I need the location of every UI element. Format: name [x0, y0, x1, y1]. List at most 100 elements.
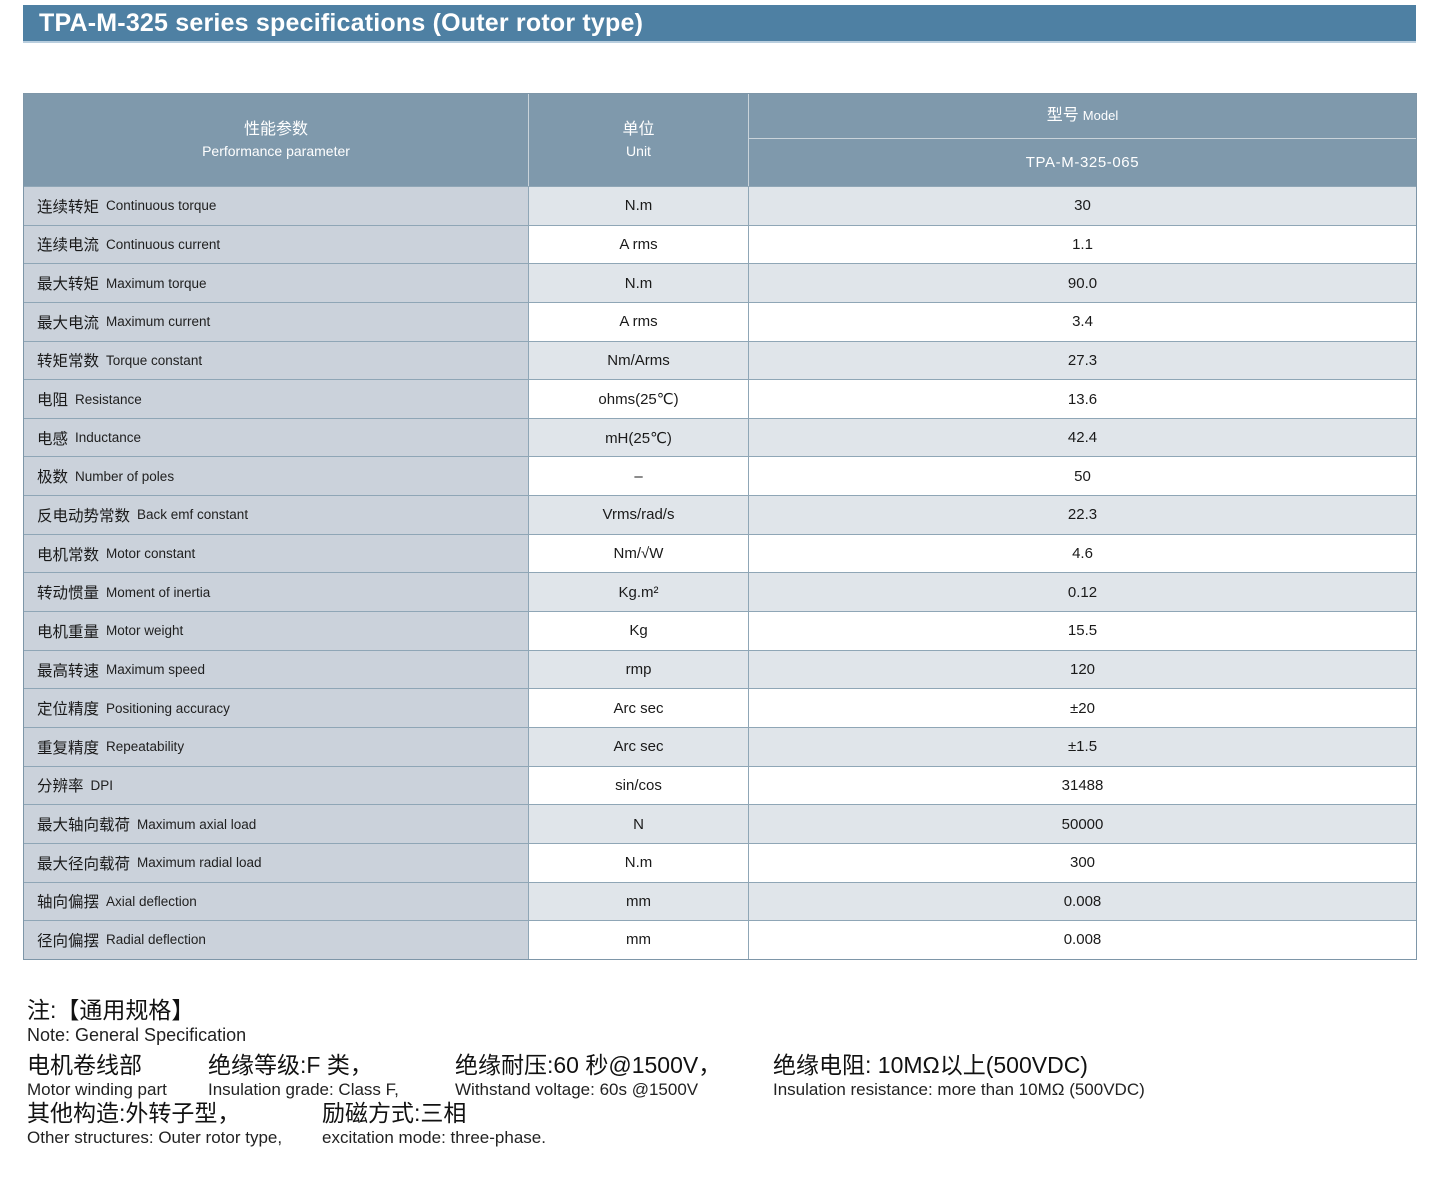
table-row: 径向偏摆 Radial deflection mm 0.008 [24, 920, 1416, 959]
spec-table-body: 连续转矩 Continuous torque N.m 30 连续电流 Conti… [24, 186, 1416, 959]
note-heading-en: Note: General Specification [27, 1025, 247, 1046]
table-row: 极数 Number of poles – 50 [24, 456, 1416, 496]
row-label-en: Motor constant [106, 546, 196, 562]
row-label-cn: 极数 [37, 469, 69, 487]
row-label-en: Maximum axial load [137, 816, 257, 832]
header-model-label: 型号 Model [749, 94, 1416, 139]
note-heading-cn: 注:【通用规格】 [27, 997, 195, 1023]
note-cn: 其他构造:外转子型， [27, 1100, 241, 1126]
row-value-cell: 3.4 [749, 302, 1416, 341]
row-unit-cell: A rms [529, 302, 749, 341]
row-parameter-cell: 轴向偏摆 Axial deflection [24, 882, 529, 921]
row-value-cell: 13.6 [749, 380, 1416, 418]
row-parameter-cell: 转动惯量 Moment of inertia [24, 573, 529, 612]
row-value-cell: ±20 [749, 689, 1416, 727]
row-value-cell: ±1.5 [749, 727, 1416, 766]
row-label-en: DPI [90, 777, 114, 793]
header-unit-cn: 单位 [622, 121, 655, 139]
row-parameter-cell: 电机常数 Motor constant [24, 534, 529, 573]
row-value-cell: 42.4 [749, 418, 1416, 457]
row-label-en: Resistance [75, 391, 142, 407]
header-performance-parameter: 性能参数 Performance parameter [24, 94, 529, 186]
row-parameter-cell: 极数 Number of poles [24, 457, 529, 496]
note-motor-winding: 电机卷线部 Motor winding part [27, 1052, 167, 1101]
row-label-cn: 电机常数 [37, 546, 100, 564]
note-cn: 励磁方式:三相 [322, 1100, 467, 1126]
note-excitation-mode: 励磁方式:三相 excitation mode: three-phase. [322, 1100, 546, 1149]
row-value-cell: 0.008 [749, 882, 1416, 921]
row-unit-cell: Kg [529, 612, 749, 650]
row-label-cn: 电阻 [37, 392, 69, 410]
row-parameter-cell: 最大电流 Maximum current [24, 302, 529, 341]
row-value-cell: 15.5 [749, 612, 1416, 650]
table-row: 最大转矩 Maximum torque N.m 90.0 [24, 263, 1416, 302]
note-en: Other structures: Outer rotor type, [27, 1128, 283, 1148]
row-parameter-cell: 定位精度 Positioning accuracy [24, 689, 529, 727]
row-unit-cell: Kg.m² [529, 573, 749, 612]
row-label-en: Repeatability [106, 739, 185, 755]
row-label-cn: 转矩常数 [37, 353, 100, 371]
note-other-structures: 其他构造:外转子型， Other structures: Outer rotor… [27, 1100, 282, 1149]
note-en: Motor winding part [27, 1080, 167, 1100]
table-row: 电机常数 Motor constant Nm/√W 4.6 [24, 533, 1416, 573]
row-parameter-cell: 分辨率 DPI [24, 766, 529, 805]
row-unit-cell: – [529, 457, 749, 496]
table-row: 分辨率 DPI sin/cos 31488 [24, 765, 1416, 805]
row-value-cell: 4.6 [749, 534, 1416, 573]
row-parameter-cell: 反电动势常数 Back emf constant [24, 496, 529, 534]
row-label-cn: 反电动势常数 [37, 507, 131, 525]
row-label-en: Maximum radial load [137, 855, 262, 871]
row-parameter-cell: 连续电流 Continuous current [24, 225, 529, 264]
row-value-cell: 300 [749, 843, 1416, 882]
row-label-en: Continuous current [106, 236, 221, 252]
table-row: 转矩常数 Torque constant Nm/Arms 27.3 [24, 340, 1416, 380]
table-row: 最大径向载荷 Maximum radial load N.m 300 [24, 842, 1416, 882]
note-insulation-resistance: 绝缘电阻: 10MΩ以上(500VDC) Insulation resistan… [773, 1052, 1145, 1101]
row-label-cn: 最大径向载荷 [37, 855, 131, 873]
row-label-cn: 最高转速 [37, 662, 100, 680]
row-value-cell: 50 [749, 457, 1416, 496]
row-parameter-cell: 最大径向载荷 Maximum radial load [24, 843, 529, 882]
note-en: excitation mode: three-phase. [322, 1128, 546, 1148]
row-label-cn: 重复精度 [37, 739, 100, 757]
row-unit-cell: ohms(25℃) [529, 380, 749, 418]
row-value-cell: 27.3 [749, 341, 1416, 380]
row-label-en: Inductance [75, 430, 142, 446]
table-row: 连续电流 Continuous current A rms 1.1 [24, 224, 1416, 264]
row-value-cell: 90.0 [749, 264, 1416, 302]
note-en: Insulation resistance: more than 10MΩ (5… [773, 1080, 1145, 1100]
row-parameter-cell: 重复精度 Repeatability [24, 727, 529, 766]
row-unit-cell: N.m [529, 843, 749, 882]
row-label-en: Continuous torque [106, 198, 217, 214]
row-parameter-cell: 电阻 Resistance [24, 380, 529, 418]
header-unit-en: Unit [626, 143, 651, 160]
row-label-en: Number of poles [75, 468, 175, 484]
row-parameter-cell: 最大轴向载荷 Maximum axial load [24, 805, 529, 843]
table-row: 重复精度 Repeatability Arc sec ±1.5 [24, 726, 1416, 766]
header-param-en: Performance parameter [202, 143, 350, 160]
row-value-cell: 50000 [749, 805, 1416, 843]
row-label-en: Axial deflection [106, 893, 197, 909]
row-value-cell: 30 [749, 187, 1416, 225]
note-cn: 绝缘等级:F 类， [208, 1052, 373, 1078]
row-unit-cell: N [529, 805, 749, 843]
note-cn: 绝缘耐压:60 秒@1500V， [455, 1052, 722, 1078]
row-value-cell: 0.12 [749, 573, 1416, 612]
row-parameter-cell: 最大转矩 Maximum torque [24, 264, 529, 302]
row-label-cn: 最大电流 [37, 314, 100, 332]
table-row: 定位精度 Positioning accuracy Arc sec ±20 [24, 688, 1416, 727]
row-label-cn: 转动惯量 [37, 585, 100, 603]
table-row: 反电动势常数 Back emf constant Vrms/rad/s 22.3 [24, 495, 1416, 534]
spec-table: 性能参数 Performance parameter 单位 Unit 型号 Mo… [23, 93, 1417, 960]
header-model-value: TPA-M-325-065 [1025, 153, 1140, 171]
row-unit-cell: mH(25℃) [529, 418, 749, 457]
row-label-cn: 电机重量 [37, 623, 100, 641]
row-label-cn: 连续转矩 [37, 198, 100, 216]
note-cn: 电机卷线部 [27, 1052, 142, 1078]
row-unit-cell: Nm/Arms [529, 341, 749, 380]
header-unit: 单位 Unit [529, 94, 749, 186]
row-parameter-cell: 转矩常数 Torque constant [24, 341, 529, 380]
table-header-row: 性能参数 Performance parameter 单位 Unit 型号 Mo… [24, 94, 1416, 186]
row-label-en: Moment of inertia [106, 584, 211, 600]
